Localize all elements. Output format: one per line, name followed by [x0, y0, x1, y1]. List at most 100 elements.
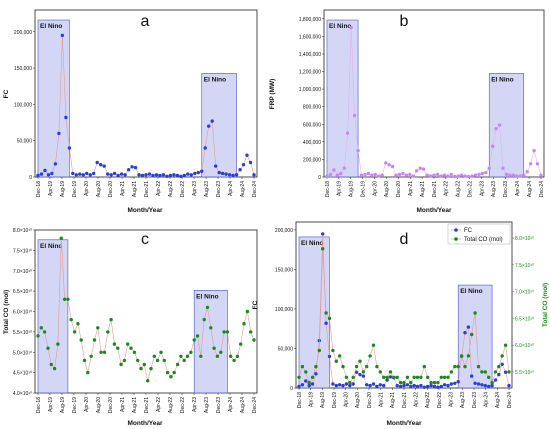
data-point [324, 321, 328, 325]
data-point [69, 317, 73, 322]
data-point [72, 330, 77, 334]
data-point [477, 172, 481, 177]
x-tick-label: Dec-24 [252, 397, 258, 413]
data-point [215, 354, 220, 358]
data-point [220, 171, 225, 176]
data-point [53, 162, 58, 166]
data-point [126, 342, 130, 346]
data-point [354, 364, 359, 369]
x-axis-label: Month/Year [127, 207, 163, 214]
data-point [109, 317, 113, 322]
data-point [46, 346, 50, 350]
data-point [59, 236, 63, 240]
data-point [483, 370, 487, 374]
x-tick-label: Apr-22 [413, 392, 419, 407]
data-point [459, 173, 464, 177]
y-tick-label-right: 8.0×10¹⁰ [515, 236, 534, 242]
el-nino-label: El Nino [491, 76, 513, 83]
data-point [172, 173, 176, 177]
data-point [199, 354, 203, 358]
y-tick-label: 7.5×10¹⁰ [13, 248, 32, 254]
data-point [85, 171, 89, 176]
data-point [193, 171, 197, 176]
y-tick-label: 5.0×10¹⁰ [13, 350, 32, 356]
data-point [81, 173, 86, 177]
legend-marker-fc [454, 228, 458, 232]
data-point [304, 379, 308, 383]
data-point [60, 33, 65, 38]
data-point [185, 354, 190, 358]
data-point [133, 165, 138, 170]
data-point [419, 375, 423, 379]
x-tick-label: Aug-24 [527, 181, 533, 197]
data-point [146, 379, 150, 383]
data-point [189, 173, 193, 177]
data-point [155, 358, 160, 363]
data-point [348, 380, 352, 385]
y-axis-label: FC [3, 89, 10, 98]
data-point [442, 383, 447, 387]
data-point [112, 342, 117, 346]
y-tick-label: 100,000 [14, 102, 32, 108]
data-point [102, 164, 106, 168]
x-tick-label: Aug-23 [491, 181, 497, 197]
data-point [310, 375, 315, 379]
el-nino-region [37, 19, 70, 178]
data-point [179, 174, 183, 178]
el-nino-region [37, 239, 69, 394]
data-point [119, 362, 123, 367]
data-point [497, 372, 501, 377]
x-tick-label: Dec-20 [108, 397, 114, 413]
data-point [439, 384, 443, 389]
data-point [429, 380, 433, 385]
data-point [405, 383, 410, 387]
data-point [436, 380, 440, 385]
y-tick-label: 6.0×10¹⁰ [13, 310, 32, 316]
panel-d: d Month/Year FC Total CO (mol) FC Total … [252, 221, 549, 427]
data-point [421, 167, 426, 171]
data-point [229, 354, 233, 358]
data-point [123, 173, 127, 177]
x-tick-label: Apr-21 [120, 181, 126, 196]
data-point [102, 350, 107, 354]
data-point [439, 174, 443, 178]
data-point [453, 381, 457, 385]
data-point [89, 354, 93, 358]
y-tick-label: 600,000 [303, 122, 321, 128]
panel-letter: b [400, 13, 409, 30]
x-tick-label: Dec-18 [36, 181, 42, 197]
x-tick-label: Apr-20 [343, 392, 349, 407]
data-point [202, 317, 206, 322]
x-tick-label: Aug-19 [349, 181, 355, 197]
panel-letter: a [141, 13, 150, 30]
data-point [453, 174, 457, 179]
data-point [195, 334, 200, 338]
data-point [139, 366, 143, 371]
data-point [459, 354, 464, 358]
y-tick-label: 200,000 [275, 228, 293, 234]
data-point [36, 334, 40, 338]
y-tick-label: 5.5×10¹⁰ [13, 330, 32, 336]
data-point [249, 330, 253, 334]
data-point [494, 127, 498, 131]
data-point [405, 375, 410, 379]
data-point [377, 174, 381, 178]
data-point [245, 309, 250, 314]
data-point [487, 384, 491, 389]
data-point [238, 168, 242, 172]
data-point [307, 380, 311, 385]
data-point [375, 384, 379, 389]
data-point [346, 131, 350, 135]
data-point [473, 311, 477, 315]
x-tick-label: Dec-22 [437, 392, 443, 408]
data-point [463, 174, 467, 178]
data-point [466, 354, 471, 358]
data-point [231, 173, 235, 178]
data-point [175, 173, 180, 178]
el-nino-region [298, 236, 330, 389]
y-tick-label: 0 [29, 175, 32, 181]
panel-a: a Month/Year FC El Nino El Nino Dec-18 Apr… [3, 9, 258, 214]
data-point [511, 173, 516, 177]
y-tick-label-right: 6.0×10¹⁰ [515, 343, 534, 349]
x-tick-label: Aug-21 [420, 181, 426, 197]
